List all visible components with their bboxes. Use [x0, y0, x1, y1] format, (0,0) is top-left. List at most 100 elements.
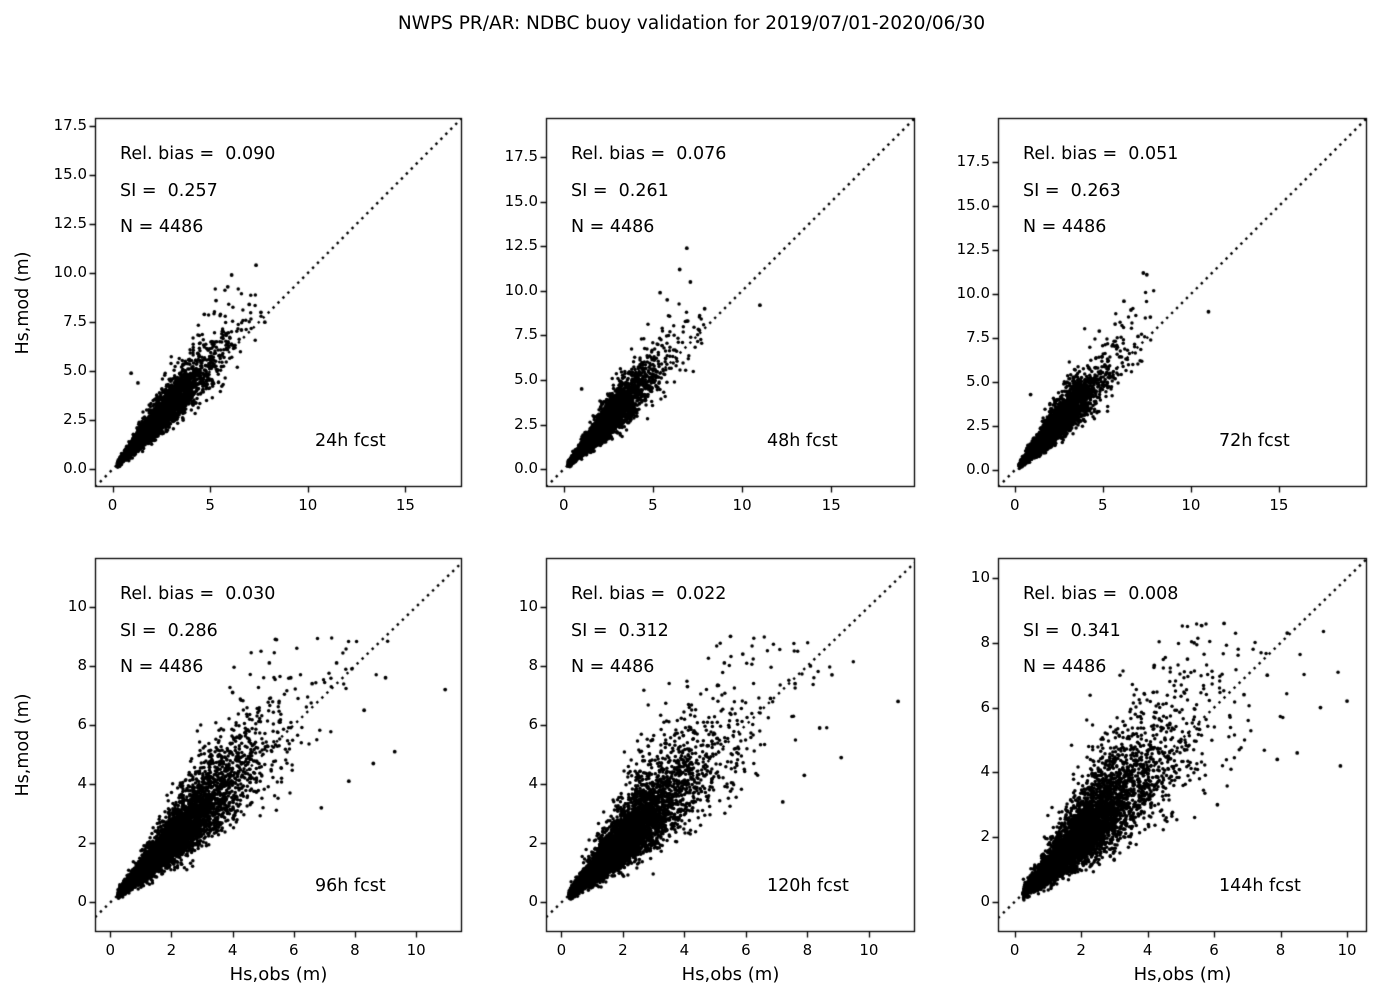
y-axis-label: Hs,mod (m) [13, 251, 33, 354]
stats-rel-bias: Rel. bias = 0.076 [571, 144, 727, 164]
stats-n: N = 4486 [571, 217, 655, 237]
stats-block-48h-fcst: Rel. bias = 0.076 SI = 0.261 N = 4486 [571, 136, 726, 246]
y-tick-label: 10.0 [53, 263, 87, 282]
figure-title: NWPS PR/AR: NDBC buoy validation for 201… [397, 13, 986, 34]
y-tick-label: 17.5 [53, 115, 87, 134]
x-tick-label: 0 [1009, 496, 1020, 514]
x-tick-label: 10 [1337, 941, 1357, 959]
x-tick-label: 10 [859, 941, 879, 959]
y-tick-label: 5.0 [63, 361, 87, 380]
y-tick-label: 12.5 [956, 240, 990, 259]
x-tick-label: 0 [1009, 941, 1020, 959]
x-tick-label: 2 [618, 941, 628, 959]
x-tick-label: 10 [1181, 496, 1201, 514]
y-tick-label: 10 [518, 596, 538, 615]
stats-rel-bias: Rel. bias = 0.051 [1023, 144, 1179, 164]
stats-si: SI = 0.261 [571, 180, 669, 201]
y-tick-label: 17.5 [504, 147, 538, 166]
y-tick-label: 12.5 [504, 236, 538, 255]
stats-block-144h-fcst: Rel. bias = 0.008 SI = 0.341 N = 4486 [1023, 576, 1178, 686]
y-tick-label: 6 [528, 715, 538, 734]
y-tick-label: 6 [980, 697, 990, 716]
fcst-label: 120h fcst [767, 876, 849, 896]
x-tick-label: 15 [821, 496, 841, 514]
y-tick-label: 8 [77, 655, 87, 674]
y-tick-label: 5.0 [966, 372, 990, 391]
x-tick-label: 10 [298, 496, 318, 514]
x-tick-label: 0 [105, 941, 116, 959]
x-tick-label: 6 [289, 941, 299, 959]
stats-si: SI = 0.341 [1023, 620, 1121, 641]
y-tick-label: 10.0 [956, 284, 990, 303]
stats-si: SI = 0.257 [120, 180, 218, 201]
stats-block-72h-fcst: Rel. bias = 0.051 SI = 0.263 N = 4486 [1023, 136, 1178, 246]
y-tick-label: 5.0 [514, 370, 538, 389]
y-tick-label: 2 [77, 833, 87, 852]
y-tick-label: 2 [528, 833, 538, 852]
x-tick-label: 10 [732, 496, 752, 514]
x-tick-label: 2 [166, 941, 177, 959]
y-tick-label: 2.5 [966, 416, 990, 435]
y-tick-label: 0 [77, 892, 87, 911]
x-tick-label: 4 [679, 941, 690, 959]
y-tick-label: 0.0 [514, 459, 538, 478]
stats-n: N = 4486 [1023, 657, 1107, 677]
stats-block-96h-fcst: Rel. bias = 0.030 SI = 0.286 N = 4486 [120, 576, 275, 686]
y-tick-label: 4 [528, 774, 538, 793]
y-tick-label: 8 [980, 632, 990, 651]
y-tick-label: 2 [980, 827, 990, 846]
stats-block-120h-fcst: Rel. bias = 0.022 SI = 0.312 N = 4486 [571, 576, 726, 686]
y-tick-label: 4 [980, 762, 990, 781]
x-tick-label: 5 [648, 496, 658, 514]
y-tick-label: 2.5 [514, 414, 538, 433]
x-tick-label: 4 [1142, 941, 1153, 959]
x-tick-label: 8 [350, 941, 360, 959]
x-axis-label: Hs,obs (m) [1133, 964, 1232, 985]
y-tick-label: 6 [77, 715, 87, 734]
x-tick-label: 6 [1209, 941, 1219, 959]
y-tick-label: 7.5 [514, 325, 538, 344]
y-tick-label: 10 [970, 568, 990, 587]
x-tick-label: 5 [205, 496, 215, 514]
y-tick-label: 0 [980, 891, 990, 910]
stats-n: N = 4486 [120, 217, 204, 237]
x-axis-label: Hs,obs (m) [229, 964, 328, 985]
y-tick-label: 0.0 [966, 460, 990, 479]
x-tick-label: 10 [406, 941, 426, 959]
fcst-label: 72h fcst [1219, 431, 1290, 451]
x-tick-label: 4 [227, 941, 238, 959]
stats-si: SI = 0.312 [571, 620, 669, 641]
x-axis-label: Hs,obs (m) [681, 964, 780, 985]
stats-block-24h-fcst: Rel. bias = 0.090 SI = 0.257 N = 4486 [120, 136, 275, 246]
y-tick-label: 15.0 [956, 196, 990, 215]
x-tick-label: 6 [741, 941, 751, 959]
x-tick-label: 2 [1076, 941, 1086, 959]
fcst-label: 24h fcst [315, 431, 386, 451]
y-tick-label: 15.0 [504, 191, 538, 210]
y-tick-label: 2.5 [63, 410, 87, 429]
stats-rel-bias: Rel. bias = 0.090 [120, 144, 276, 164]
x-tick-label: 15 [1269, 496, 1289, 514]
stats-si: SI = 0.263 [1023, 180, 1121, 201]
y-tick-label: 7.5 [966, 328, 990, 347]
y-axis-label: Hs,mod (m) [13, 693, 33, 797]
y-tick-label: 7.5 [63, 312, 87, 331]
y-tick-label: 0.0 [63, 459, 87, 478]
stats-n: N = 4486 [120, 657, 204, 677]
fcst-label: 144h fcst [1219, 876, 1301, 896]
x-tick-label: 8 [1275, 941, 1286, 959]
y-tick-label: 12.5 [53, 213, 87, 232]
x-tick-label: 15 [395, 496, 415, 514]
y-tick-label: 17.5 [956, 152, 990, 171]
stats-si: SI = 0.286 [120, 620, 218, 641]
y-tick-label: 0 [528, 892, 538, 911]
y-tick-label: 10.0 [504, 280, 538, 299]
y-tick-label: 10 [67, 596, 87, 615]
fcst-label: 48h fcst [767, 431, 838, 451]
stats-n: N = 4486 [1023, 217, 1107, 237]
x-tick-label: 8 [802, 941, 813, 959]
y-tick-label: 4 [77, 774, 87, 793]
y-tick-label: 15.0 [53, 164, 87, 183]
